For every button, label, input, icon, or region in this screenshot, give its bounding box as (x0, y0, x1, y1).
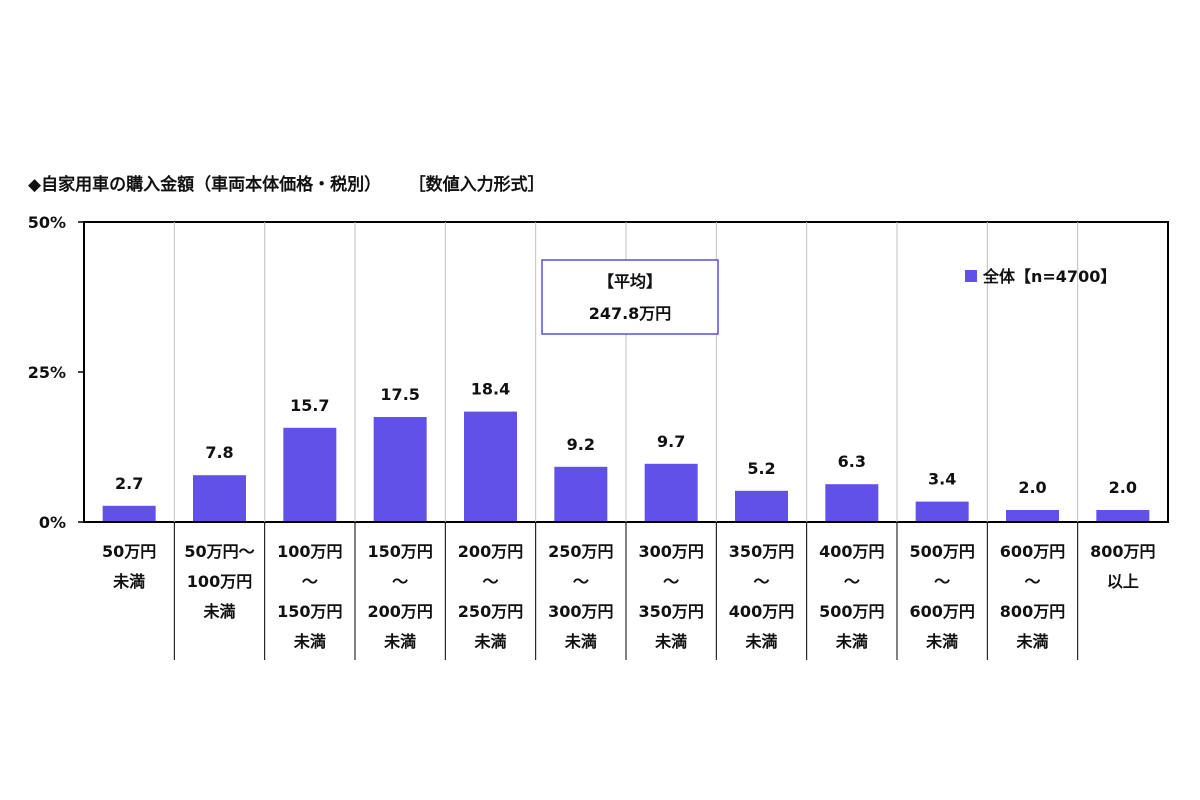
x-tick-label: 150万円 (277, 602, 342, 621)
x-tick-label: 以上 (1107, 572, 1139, 591)
data-label: 7.8 (205, 443, 233, 462)
data-label: 9.7 (657, 432, 685, 451)
chart-title-text: ◆自家用車の購入金額（車両本体価格・税別） (28, 175, 382, 195)
x-tick-label: ～ (753, 572, 769, 591)
data-label: 9.2 (567, 435, 595, 454)
x-tick-label: 未満 (293, 632, 326, 651)
data-label: 2.0 (1018, 478, 1046, 497)
average-box (541, 259, 719, 335)
x-tick-label: ～ (934, 572, 950, 591)
x-tick-label: 未満 (744, 632, 777, 651)
x-tick-label: 250万円 (548, 542, 613, 561)
x-tick-label: 300万円 (638, 542, 703, 561)
data-label: 5.2 (747, 459, 775, 478)
y-tick-label: 25% (28, 363, 66, 382)
bar (1006, 510, 1059, 522)
x-tick-label: 未満 (835, 632, 868, 651)
x-tick-label: 350万円 (638, 602, 703, 621)
x-tick-label: 500万円 (909, 542, 974, 561)
data-label: 18.4 (471, 380, 510, 399)
x-tick-label: 400万円 (729, 602, 794, 621)
bar (283, 427, 337, 522)
x-tick-label: 250万円 (458, 602, 523, 621)
x-tick-label: 100万円 (187, 572, 252, 591)
x-tick-label: ～ (482, 572, 498, 591)
average-value: 247.8万円 (589, 304, 672, 323)
x-tick-label: ～ (663, 572, 679, 591)
x-tick-label: 200万円 (367, 602, 432, 621)
x-tick-label: 未満 (654, 632, 687, 651)
x-tick-label: ～ (392, 572, 408, 591)
bar (464, 411, 517, 522)
y-tick-label: 50% (28, 213, 66, 232)
x-tick-label: ～ (844, 572, 860, 591)
bar (825, 484, 879, 522)
data-label: 6.3 (838, 452, 866, 471)
x-tick-label: 未満 (202, 602, 235, 621)
legend-swatch (965, 270, 977, 282)
x-tick-label: 未満 (564, 632, 597, 651)
x-tick-label: 400万円 (819, 542, 884, 561)
x-tick-label: 600万円 (1000, 542, 1065, 561)
bar (735, 490, 788, 522)
x-tick-label: 100万円 (277, 542, 342, 561)
x-tick-label: ～ (573, 572, 589, 591)
x-tick-label: 150万円 (367, 542, 432, 561)
legend-label: 全体【n=4700】 (982, 267, 1116, 286)
chart-title: ◆自家用車の購入金額（車両本体価格・税別） ［数値入力形式］ (28, 170, 545, 195)
x-tick-label: 500万円 (819, 602, 884, 621)
average-title: 【平均】 (598, 272, 662, 291)
bar (193, 475, 246, 522)
data-label: 2.7 (115, 474, 143, 493)
data-label: 2.0 (1109, 478, 1137, 497)
x-tick-label: 未満 (925, 632, 958, 651)
x-tick-label: 200万円 (458, 542, 523, 561)
bar (1096, 510, 1150, 522)
bar (373, 417, 427, 522)
bar (915, 501, 969, 522)
x-tick-label: 未満 (112, 572, 145, 591)
x-tick-label: 800万円 (1000, 602, 1065, 621)
x-tick-label: 800万円 (1090, 542, 1155, 561)
bar (554, 466, 608, 522)
chart-subtitle: ［数値入力形式］ (417, 175, 545, 195)
x-tick-label: 300万円 (548, 602, 613, 621)
x-tick-label: 50万円～ (184, 542, 254, 561)
x-tick-label: 600万円 (909, 602, 974, 621)
x-tick-label: 未満 (1015, 632, 1048, 651)
bar (644, 463, 698, 522)
x-tick-label: 350万円 (729, 542, 794, 561)
x-tick-label: 50万円 (102, 542, 156, 561)
x-tick-label: ～ (302, 572, 318, 591)
x-tick-label: 未満 (473, 632, 506, 651)
data-label: 15.7 (290, 396, 329, 415)
x-tick-label: ～ (1024, 572, 1040, 591)
data-label: 3.4 (928, 470, 956, 489)
x-tick-label: 未満 (383, 632, 416, 651)
bar (102, 505, 156, 522)
y-tick-label: 0% (39, 513, 66, 532)
data-label: 17.5 (380, 385, 419, 404)
